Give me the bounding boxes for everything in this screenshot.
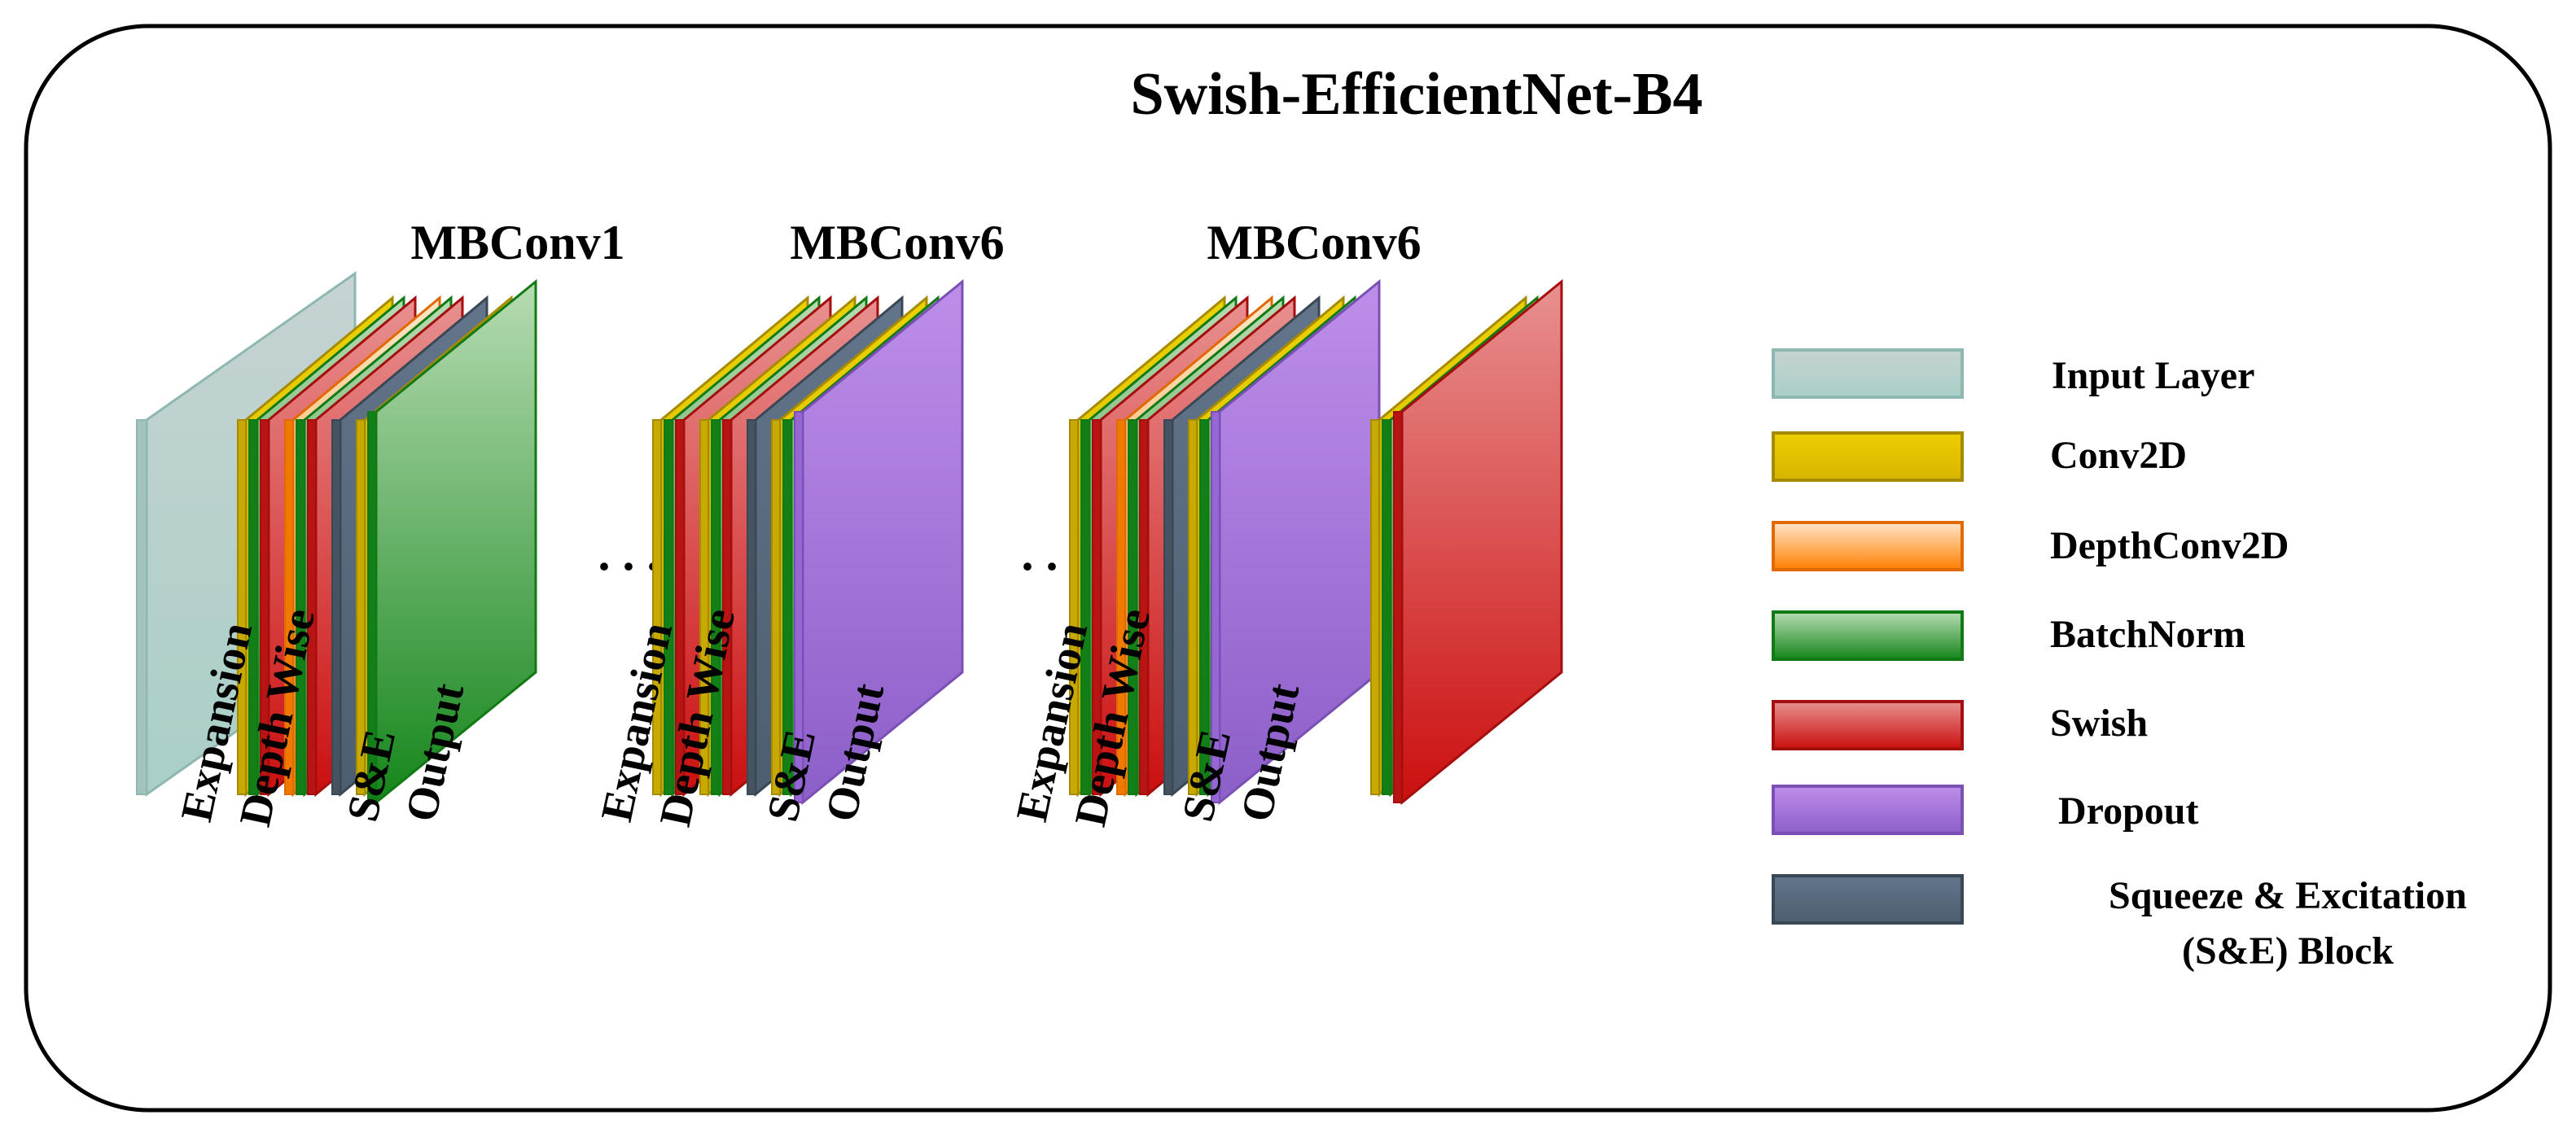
block1-conv-7-edge [356,419,366,795]
block1-swish-2-edge [260,419,269,795]
input-edge [136,419,147,795]
block2-swish-5-edge [722,419,732,795]
block3-tail-swish-2-layer [1393,278,1563,806]
diagram-title: Swish-EfficientNet-B4 [1131,61,1703,128]
block-label-mbconv1: MBConv1 [410,216,624,269]
block2-bn-1-edge [664,419,673,795]
block1-se-6-edge [331,419,341,795]
block3-tail-swish-2-edge [1393,411,1403,803]
legend-swatch-dropout [1772,785,1964,835]
block1-bn-1-edge [248,419,258,795]
block1-swish-5-edge [307,419,317,795]
block3-tail-bn-1-edge [1382,419,1391,795]
legend-label-se-block-line2: (S&E) Block [2182,929,2394,973]
legend-label-dropout: Dropout [2058,789,2198,833]
block2-bn-4-edge [711,419,721,795]
legend-swatch-batchnorm [1772,610,1964,661]
legend-swatch-swish [1772,700,1964,750]
legend-label-conv2d: Conv2D [2050,434,2187,477]
block3-dropout-9-edge [1211,411,1220,803]
block2-dropout-9-layer [794,278,964,806]
block2-conv-3-edge [699,419,709,795]
block1-bn-4-edge [296,419,305,795]
block3-swish-2-edge [1092,419,1102,795]
block1-depth-3-edge [284,419,294,795]
block-label-mbconv6-b: MBConv6 [1207,216,1421,269]
block3-depth-3-edge [1116,419,1126,795]
block2-se-6-edge [747,419,756,795]
block3-bn-8-edge [1199,419,1209,795]
block2-swish-2-edge [675,419,685,795]
block3-se-6-edge [1163,419,1173,795]
legend-swatch-depthconv2d [1772,521,1964,571]
block3-conv-7-edge [1188,419,1198,795]
legend-swatch-input-layer [1772,348,1964,399]
block3-bn-1-edge [1080,419,1090,795]
legend-label-batchnorm: BatchNorm [2050,613,2245,656]
block2-conv-7-edge [771,419,781,795]
legend: Input Layer Conv2D DepthConv2D BatchNorm… [1772,348,2467,973]
block2-conv-0-edge [652,419,662,795]
block3-swish-5-edge [1139,419,1149,795]
legend-label-swish: Swish [2050,702,2148,745]
block2-dropout-9-edge [794,411,804,803]
legend-swatch-se-block [1772,874,1964,925]
legend-label-depthconv2d: DepthConv2D [2050,524,2289,567]
block1-bn-8-edge [367,411,377,803]
legend-label-input-layer: Input Layer [2052,354,2254,397]
layer-stacks [136,271,1563,806]
block2-bn-8-edge [782,419,792,795]
block3-tail-conv-0-edge [1370,419,1380,795]
legend-swatch-conv2d [1772,431,1964,482]
block1-bn-8-layer [367,278,537,806]
block-label-mbconv6-a: MBConv6 [790,216,1004,269]
block3-dropout-9-layer [1211,278,1381,806]
ellipsis-1: . . . [598,527,659,580]
block3-bn-4-edge [1128,419,1137,795]
legend-label-se-block-line1: Squeeze & Excitation [2109,874,2467,917]
block1-conv-0-edge [237,419,247,795]
block3-conv-0-edge [1069,419,1079,795]
